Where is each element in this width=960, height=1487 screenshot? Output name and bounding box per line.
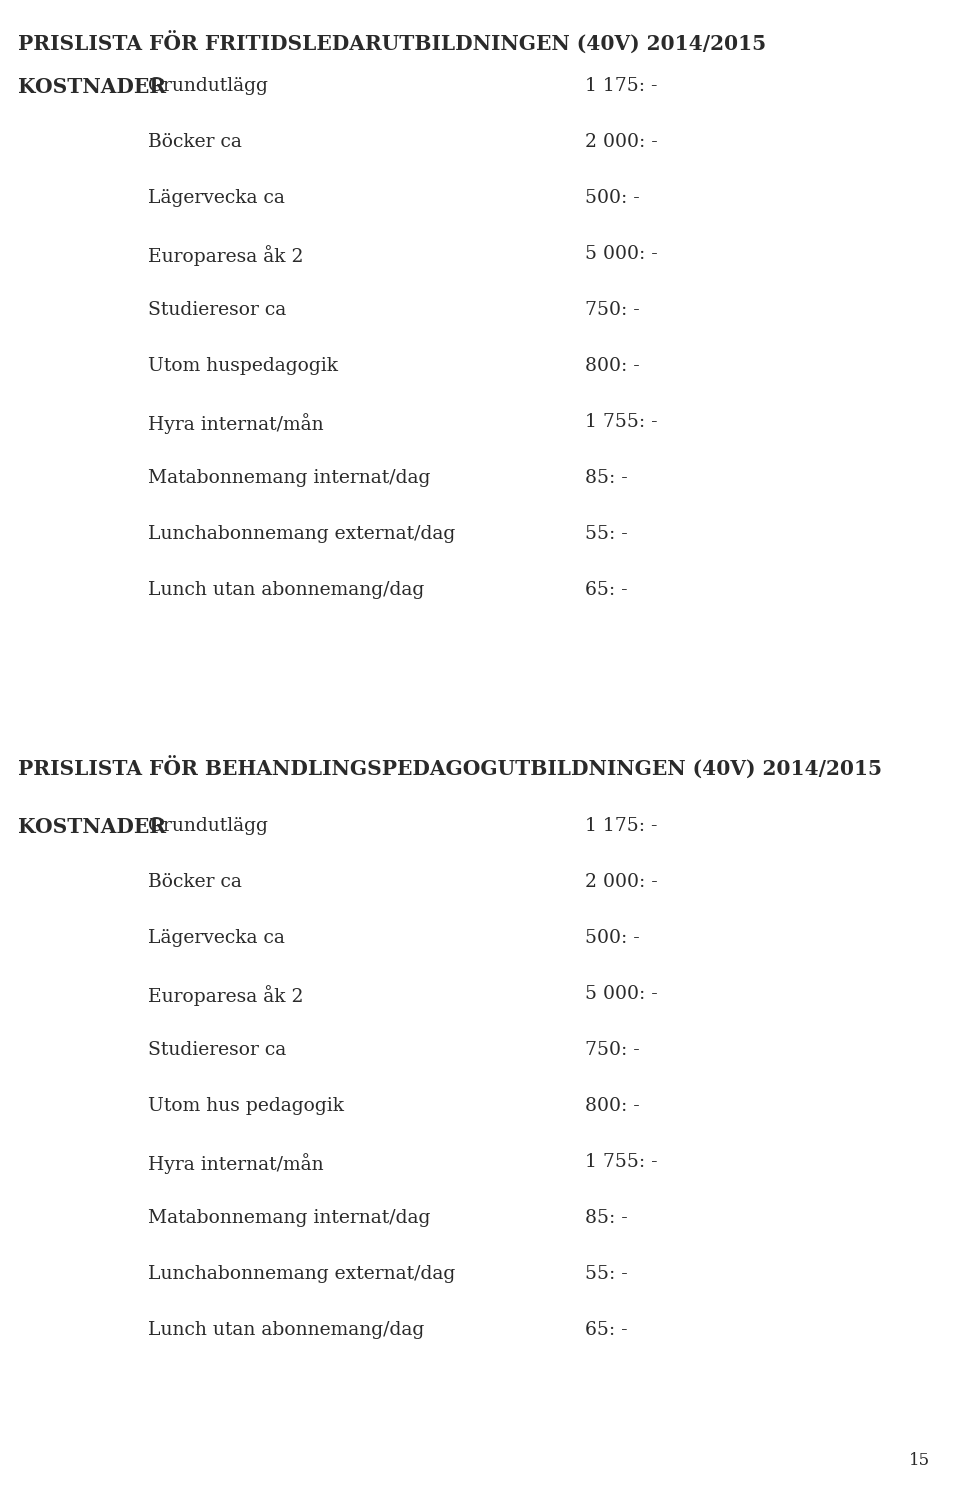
- Text: 1 175: -: 1 175: -: [585, 77, 658, 95]
- Text: Böcker ca: Böcker ca: [148, 132, 242, 152]
- Text: PRISLISTA FÖR FRITIDSLEDARUTBILDNINGEN (40V) 2014/2015: PRISLISTA FÖR FRITIDSLEDARUTBILDNINGEN (…: [18, 33, 766, 55]
- Text: Utom huspedagogik: Utom huspedagogik: [148, 357, 338, 375]
- Text: 750: -: 750: -: [585, 300, 639, 320]
- Text: Europaresa åk 2: Europaresa åk 2: [148, 245, 303, 266]
- Text: KOSTNADER: KOSTNADER: [18, 77, 166, 97]
- Text: 85: -: 85: -: [585, 1209, 628, 1227]
- Text: Hyra internat/mån: Hyra internat/mån: [148, 1152, 324, 1173]
- Text: 2 000: -: 2 000: -: [585, 873, 658, 891]
- Text: Hyra internat/mån: Hyra internat/mån: [148, 413, 324, 434]
- Text: 1 755: -: 1 755: -: [585, 1152, 658, 1170]
- Text: 15: 15: [909, 1451, 930, 1469]
- Text: Matabonnemang internat/dag: Matabonnemang internat/dag: [148, 468, 430, 488]
- Text: Lunch utan abonnemang/dag: Lunch utan abonnemang/dag: [148, 1320, 424, 1338]
- Text: 85: -: 85: -: [585, 468, 628, 488]
- Text: 55: -: 55: -: [585, 525, 628, 543]
- Text: 1 175: -: 1 175: -: [585, 816, 658, 836]
- Text: 500: -: 500: -: [585, 929, 639, 947]
- Text: Matabonnemang internat/dag: Matabonnemang internat/dag: [148, 1209, 430, 1227]
- Text: 2 000: -: 2 000: -: [585, 132, 658, 152]
- Text: PRISLISTA FÖR BEHANDLINGSPEDAGOGUTBILDNINGEN (40V) 2014/2015: PRISLISTA FÖR BEHANDLINGSPEDAGOGUTBILDNI…: [18, 757, 882, 781]
- Text: 65: -: 65: -: [585, 581, 628, 599]
- Text: 800: -: 800: -: [585, 357, 639, 375]
- Text: Lägervecka ca: Lägervecka ca: [148, 189, 285, 207]
- Text: 500: -: 500: -: [585, 189, 639, 207]
- Text: 5 000: -: 5 000: -: [585, 245, 658, 263]
- Text: 1 755: -: 1 755: -: [585, 413, 658, 431]
- Text: KOSTNADER: KOSTNADER: [18, 816, 166, 837]
- Text: Lunch utan abonnemang/dag: Lunch utan abonnemang/dag: [148, 581, 424, 599]
- Text: 750: -: 750: -: [585, 1041, 639, 1059]
- Text: 65: -: 65: -: [585, 1320, 628, 1338]
- Text: Lunchabonnemang externat/dag: Lunchabonnemang externat/dag: [148, 1265, 455, 1283]
- Text: Utom hus pedagogik: Utom hus pedagogik: [148, 1097, 344, 1115]
- Text: 55: -: 55: -: [585, 1265, 628, 1283]
- Text: Grundutlägg: Grundutlägg: [148, 77, 268, 95]
- Text: Studieresor ca: Studieresor ca: [148, 300, 286, 320]
- Text: Grundutlägg: Grundutlägg: [148, 816, 268, 836]
- Text: Studieresor ca: Studieresor ca: [148, 1041, 286, 1059]
- Text: Europaresa åk 2: Europaresa åk 2: [148, 984, 303, 1005]
- Text: Böcker ca: Böcker ca: [148, 873, 242, 891]
- Text: Lunchabonnemang externat/dag: Lunchabonnemang externat/dag: [148, 525, 455, 543]
- Text: 5 000: -: 5 000: -: [585, 984, 658, 1004]
- Text: Lägervecka ca: Lägervecka ca: [148, 929, 285, 947]
- Text: 800: -: 800: -: [585, 1097, 639, 1115]
